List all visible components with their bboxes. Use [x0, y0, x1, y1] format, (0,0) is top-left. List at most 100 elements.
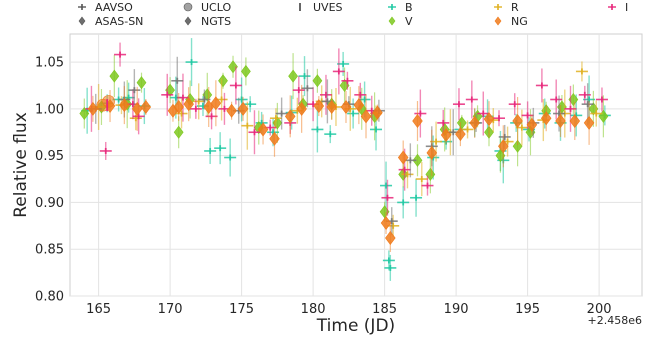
data-point-v [136, 72, 147, 93]
legend-item: AAVSO [78, 1, 133, 14]
legend-marker [494, 4, 502, 10]
data-point-ng [257, 114, 269, 145]
data-point-b [397, 186, 410, 219]
data-point-r [175, 98, 188, 129]
data-point-b [324, 125, 337, 144]
data-point-b [244, 96, 257, 113]
data-point-ng [569, 102, 581, 141]
x-tick-label: 180 [301, 302, 326, 317]
legend-label: UCLO [201, 1, 231, 14]
legend-item: NG [494, 15, 528, 28]
data-marks [79, 38, 611, 281]
data-point-ng [483, 101, 495, 138]
data-point-v [412, 144, 423, 177]
data-point-v [79, 98, 90, 129]
x-tick-label: 200 [587, 302, 612, 317]
legend-item: UCLO [183, 1, 231, 14]
legend-label: NG [511, 15, 528, 28]
legend-label: I [625, 1, 628, 14]
legend-marker [608, 4, 616, 10]
data-point-i [465, 80, 478, 119]
data-point-ng [140, 98, 152, 115]
data-point-ng [412, 101, 423, 142]
data-point-v [288, 53, 298, 100]
legend-label: UVES [313, 1, 343, 14]
data-point-r [590, 100, 603, 127]
data-point-v [109, 55, 120, 98]
data-point-b [380, 161, 393, 210]
x-axis-offset: +2.458e6 [588, 314, 642, 327]
data-point-i [332, 48, 345, 95]
data-point-b [224, 138, 237, 177]
data-point-ng [296, 84, 307, 133]
y-tick-label: 0.85 [35, 243, 64, 258]
data-point-b [410, 178, 423, 217]
legend-label: V [405, 15, 413, 28]
data-point-v [312, 68, 323, 93]
x-axis: 165 170 175 180 185 190 195 200 [86, 302, 611, 317]
data-point-ng [173, 92, 184, 121]
x-tick-label: 190 [444, 302, 469, 317]
data-point-ng [512, 97, 523, 146]
data-point-ng [380, 212, 392, 235]
data-point-ng [353, 86, 365, 125]
legend-item: V [388, 15, 413, 28]
x-tick-label: 165 [86, 302, 111, 317]
y-axis-title: Relative flux [11, 112, 31, 218]
data-point-r [415, 162, 428, 197]
legend-marker [183, 2, 193, 12]
data-point-i [341, 71, 354, 90]
legend-item: I [608, 1, 628, 14]
data-point-ng [326, 93, 337, 120]
data-point-aavso [275, 97, 288, 130]
data-point-i [381, 179, 394, 216]
data-point-i [493, 110, 505, 127]
data-point-i [452, 88, 465, 121]
y-tick-label: 0.80 [35, 290, 64, 305]
data-point-ng [237, 96, 249, 121]
data-point-i [414, 89, 427, 138]
x-tick-label: 195 [515, 302, 540, 317]
data-point-i [248, 110, 261, 155]
y-tick-label: 1.00 [35, 102, 64, 117]
data-point-i [477, 91, 490, 136]
data-point-ng [183, 87, 194, 122]
data-point-ng [284, 95, 296, 138]
data-point-v [218, 72, 228, 89]
data-point-r [461, 120, 474, 139]
data-point-i [578, 85, 591, 104]
data-point-i [99, 141, 112, 160]
y-tick-label: 1.05 [35, 56, 64, 71]
data-point-ng [372, 104, 383, 121]
legend-marker [388, 4, 396, 10]
legend-item: R [494, 1, 519, 14]
data-point-b [311, 106, 324, 153]
data-point-ng [269, 120, 280, 157]
data-point-i [595, 87, 608, 112]
data-point-ng [426, 129, 438, 176]
data-point-ng [440, 126, 452, 145]
data-point-i [437, 109, 450, 136]
legend-marker [494, 16, 502, 26]
data-point-ng [360, 94, 372, 139]
data-point-ng [313, 96, 325, 117]
data-point-ng [397, 140, 409, 175]
data-point-r [269, 108, 282, 129]
data-point-b [214, 132, 227, 165]
x-axis-title: Time (JD) [316, 316, 395, 336]
legend-item: NGTS [184, 15, 231, 28]
data-point-ng [469, 107, 480, 138]
data-point-ng [455, 122, 466, 147]
data-point-ng [340, 90, 352, 123]
data-point-i [229, 66, 242, 105]
data-point-b [384, 254, 397, 281]
y-tick-label: 0.95 [35, 149, 64, 164]
legend-label: ASAS-SN [95, 15, 143, 28]
data-point-i [292, 76, 305, 105]
data-point-b [204, 137, 217, 164]
legend-marker [184, 16, 192, 26]
data-point-ng [119, 86, 130, 125]
x-tick-label: 175 [229, 302, 254, 317]
